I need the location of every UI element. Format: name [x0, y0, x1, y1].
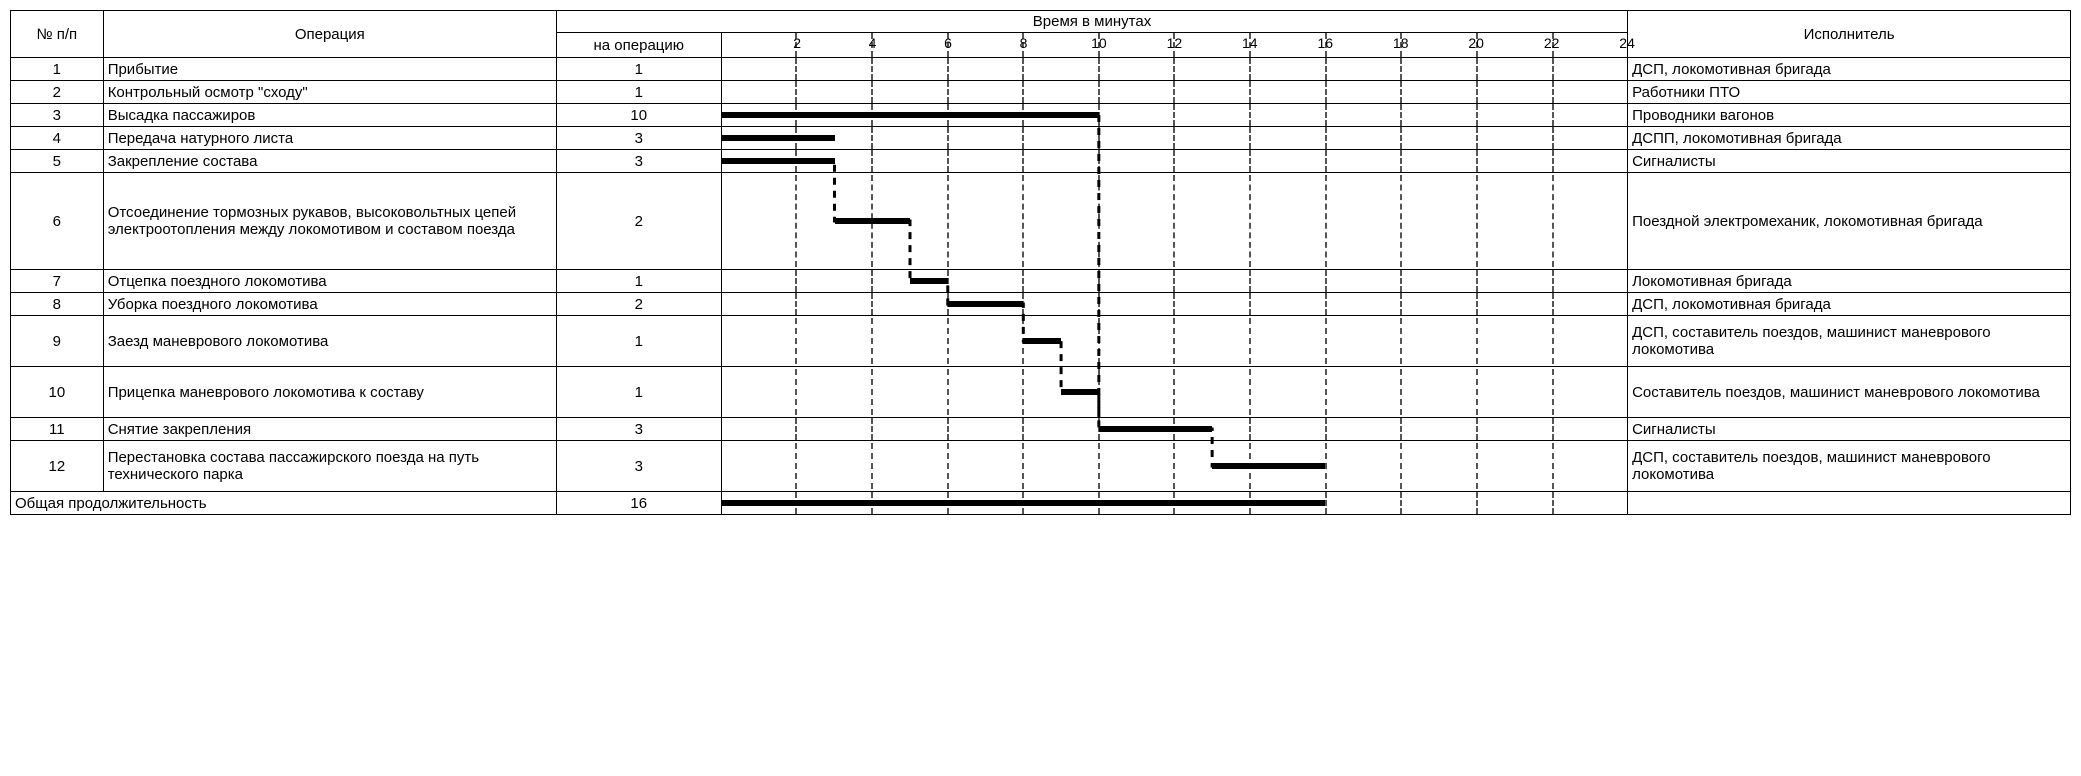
table-body: 1Прибытие1ДСП, локомотивная бригада2Конт…: [11, 58, 2071, 492]
row-number: 10: [11, 367, 104, 418]
table-row: 4Передача натурного листа3 ДСПП, локомоти…: [11, 127, 2071, 150]
table-row: 2Контрольный осмотр "сходу"1 Работники ПТ…: [11, 81, 2071, 104]
row-duration: 1: [556, 270, 721, 293]
row-executor: Проводники вагонов: [1628, 104, 2071, 127]
header-num: № п/п: [11, 11, 104, 58]
row-duration: 3: [556, 127, 721, 150]
row-executor: Сигналисты: [1628, 150, 2071, 173]
header-per-op: на операцию: [556, 33, 721, 58]
total-bar: [722, 500, 1326, 506]
table-row: 10Прицепка маневрового локомотива к сост…: [11, 367, 2071, 418]
gantt-bar: [722, 135, 835, 141]
row-number: 12: [11, 441, 104, 492]
row-operation: Снятие закрепления: [103, 418, 556, 441]
row-number: 2: [11, 81, 104, 104]
gantt-bar: [1099, 426, 1212, 432]
header-timeline: 24681012141618202224: [721, 33, 1627, 58]
row-chart-cell: [721, 293, 1627, 316]
row-duration: 10: [556, 104, 721, 127]
row-number: 11: [11, 418, 104, 441]
row-chart-cell: [721, 127, 1627, 150]
gantt-bar: [1023, 338, 1061, 344]
table-row: 9Заезд маневрового локомотива1 ДСП, соста…: [11, 316, 2071, 367]
row-chart-cell: [721, 270, 1627, 293]
row-chart-cell: [721, 58, 1627, 81]
gantt-bar: [1212, 463, 1325, 469]
gantt-bar: [722, 158, 835, 164]
row-operation: Заезд маневрового локомотива: [103, 316, 556, 367]
gantt-bar: [948, 301, 1023, 307]
row-number: 4: [11, 127, 104, 150]
row-executor: Сигналисты: [1628, 418, 2071, 441]
row-chart-cell: [721, 173, 1627, 270]
row-executor: ДСП, локомотивная бригада: [1628, 58, 2071, 81]
total-duration: 16: [556, 492, 721, 515]
row-executor: Поездной электромеханик, локомотивная бр…: [1628, 173, 2071, 270]
row-operation: Закрепление состава: [103, 150, 556, 173]
row-chart-cell: [721, 316, 1627, 367]
gantt-table: № п/п Операция Время в минутах Исполните…: [10, 10, 2071, 515]
row-executor: Локомотивная бригада: [1628, 270, 2071, 293]
table-row: 1Прибытие1 ДСП, локомотивная бригада: [11, 58, 2071, 81]
table-row: 12Перестановка состава пассажирского пое…: [11, 441, 2071, 492]
row-executor: Составитель поездов, машинист маневровог…: [1628, 367, 2071, 418]
row-number: 7: [11, 270, 104, 293]
gantt-bar: [1061, 389, 1099, 395]
row-number: 5: [11, 150, 104, 173]
table-row: 7Отцепка поездного локомотива1 Локомотивн…: [11, 270, 2071, 293]
row-operation: Отсоединение тормозных рукавов, высоково…: [103, 173, 556, 270]
row-number: 9: [11, 316, 104, 367]
row-executor: ДСП, локомотивная бригада: [1628, 293, 2071, 316]
row-chart-cell: [721, 418, 1627, 441]
total-row: Общая продолжительность 16: [11, 492, 2071, 515]
row-operation: Прицепка маневрового локомотива к состав…: [103, 367, 556, 418]
row-number: 8: [11, 293, 104, 316]
row-duration: 1: [556, 81, 721, 104]
row-number: 1: [11, 58, 104, 81]
table-row: 8Уборка поездного локомотива2 ДСП, локомо…: [11, 293, 2071, 316]
row-duration: 2: [556, 173, 721, 270]
gantt-bar: [835, 218, 910, 224]
row-duration: 2: [556, 293, 721, 316]
row-operation: Перестановка состава пассажирского поезд…: [103, 441, 556, 492]
row-duration: 1: [556, 58, 721, 81]
table-row: 3Высадка пассажиров10 Проводники вагонов: [11, 104, 2071, 127]
row-duration: 1: [556, 367, 721, 418]
row-duration: 1: [556, 316, 721, 367]
row-operation: Высадка пассажиров: [103, 104, 556, 127]
row-chart-cell: [721, 441, 1627, 492]
row-chart-cell: [721, 81, 1627, 104]
gantt-bar: [910, 278, 948, 284]
table-header: № п/п Операция Время в минутах Исполните…: [11, 11, 2071, 58]
row-operation: Передача натурного листа: [103, 127, 556, 150]
gantt-bar: [722, 112, 1099, 118]
table-row: 5Закрепление состава3 Сигналисты: [11, 150, 2071, 173]
row-chart-cell: [721, 150, 1627, 173]
table-row: 6Отсоединение тормозных рукавов, высоков…: [11, 173, 2071, 270]
row-executor: Работники ПТО: [1628, 81, 2071, 104]
header-executor: Исполнитель: [1628, 11, 2071, 58]
row-duration: 3: [556, 441, 721, 492]
total-executor: [1628, 492, 2071, 515]
header-time-group: Время в минутах: [556, 11, 1627, 33]
total-label: Общая продолжительность: [11, 492, 557, 515]
row-operation: Уборка поездного локомотива: [103, 293, 556, 316]
row-chart-cell: [721, 367, 1627, 418]
row-operation: Отцепка поездного локомотива: [103, 270, 556, 293]
row-executor: ДСП, составитель поездов, машинист манев…: [1628, 441, 2071, 492]
row-duration: 3: [556, 418, 721, 441]
row-chart-cell: [721, 104, 1627, 127]
row-duration: 3: [556, 150, 721, 173]
row-number: 3: [11, 104, 104, 127]
table-row: 11Снятие закрепления3 Сигналисты: [11, 418, 2071, 441]
row-executor: ДСПП, локомотивная бригада: [1628, 127, 2071, 150]
row-operation: Контрольный осмотр "сходу": [103, 81, 556, 104]
row-executor: ДСП, составитель поездов, машинист манев…: [1628, 316, 2071, 367]
total-chart-cell: [721, 492, 1627, 515]
header-operation: Операция: [103, 11, 556, 58]
row-operation: Прибытие: [103, 58, 556, 81]
row-number: 6: [11, 173, 104, 270]
